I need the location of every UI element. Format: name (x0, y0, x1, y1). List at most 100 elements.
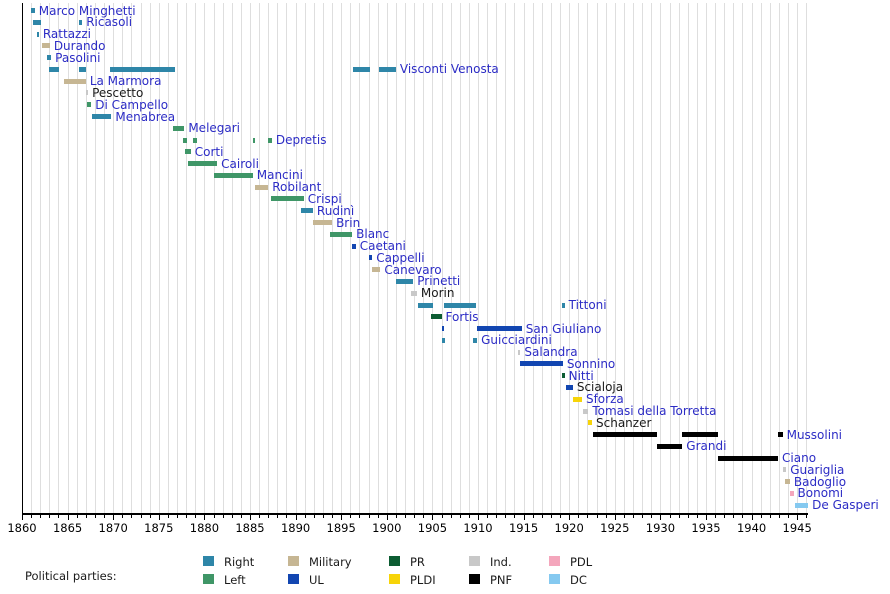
timeline-bar (36, 31, 39, 37)
axis-tick-1938 (733, 514, 735, 518)
minister-label[interactable]: Grandi (686, 439, 727, 454)
legend-label-pr: PR (410, 555, 425, 569)
minister-label[interactable]: Mussolini (786, 427, 843, 442)
axis-tick-1945 (797, 514, 799, 520)
minister-label[interactable]: Marco Minghetti (38, 3, 136, 18)
gridline-1876 (167, 3, 169, 513)
gridline-1873 (140, 3, 142, 513)
timeline-bar (187, 161, 218, 167)
minister-label[interactable]: Guariglia (790, 462, 845, 477)
minister-label[interactable]: De Gasperi (812, 498, 879, 513)
legend-label-ul: UL (309, 573, 324, 587)
timeline-bar (92, 114, 112, 120)
gridline-1908 (459, 3, 461, 513)
gridline-1942 (769, 3, 771, 513)
gridline-1925 (614, 3, 616, 513)
axis-tick-1864 (58, 514, 60, 518)
axis-tick-1916 (532, 514, 534, 518)
minister-label[interactable]: Durando (53, 38, 106, 53)
minister-label[interactable]: Crispi (307, 191, 342, 206)
gridline-1889 (286, 3, 288, 513)
timeline-bar (588, 420, 592, 426)
minister-label[interactable]: Nitti (568, 368, 594, 383)
legend-title: Political parties: (25, 569, 117, 583)
gridline-1933 (687, 3, 689, 513)
minister-label[interactable]: Tittoni (568, 298, 607, 312)
gridline-1906 (441, 3, 443, 513)
gridline-1905 (432, 3, 434, 513)
gridline-1900 (386, 3, 388, 513)
minister-label[interactable]: Guicciardini (481, 333, 552, 348)
gridline-1888 (277, 3, 279, 513)
minister-label[interactable]: Caetani (359, 239, 406, 254)
minister-label[interactable]: Blanc (356, 227, 390, 242)
minister-label[interactable]: Pasolini (55, 50, 101, 65)
legend-swatch-pr (389, 556, 400, 566)
gridline-1945 (797, 3, 799, 513)
minister-label[interactable]: Robilant (272, 180, 322, 195)
minister-label[interactable]: Ciano (782, 451, 817, 466)
gridline-1928 (642, 3, 644, 513)
gridline-1929 (651, 3, 653, 513)
axis-tick-1868 (94, 514, 96, 518)
minister-label[interactable]: Prinetti (417, 274, 461, 289)
minister-label[interactable]: Sonnino (566, 356, 616, 371)
minister-label[interactable]: Bonomi (797, 486, 844, 501)
gridline-1896 (350, 3, 352, 513)
axis-tick-1875 (158, 514, 160, 520)
axis-tick-label: 1890 (280, 521, 311, 535)
legend-label-dc: DC (570, 573, 587, 587)
timeline-bar (182, 137, 188, 143)
minister-label[interactable]: Melegari (188, 121, 241, 136)
timeline-bar (42, 43, 50, 49)
minister-label[interactable]: Corti (194, 144, 224, 159)
minister-label[interactable]: Canevaro (384, 262, 442, 277)
minister-label[interactable]: Rudinì (316, 203, 355, 218)
minister-label[interactable]: Fortis (445, 309, 479, 324)
gridline-1921 (578, 3, 580, 513)
minister-label[interactable]: La Marmora (89, 74, 162, 89)
gridline-1899 (377, 3, 379, 513)
axis-tick-label: 1930 (645, 521, 676, 535)
minister-label[interactable]: Cairoli (221, 156, 259, 171)
axis-tick-1886 (259, 514, 261, 518)
minister-label[interactable]: Di Campello (95, 97, 169, 112)
timeline-bar (782, 467, 787, 473)
gridline-1895 (341, 3, 343, 513)
gridline-1864 (58, 3, 60, 513)
minister-label[interactable]: Mancini (256, 168, 303, 183)
minister-label[interactable]: Salandra (524, 345, 578, 360)
axis-tick-1884 (240, 514, 242, 518)
axis-tick-1942 (769, 514, 771, 518)
minister-label[interactable]: Menabrea (115, 109, 176, 124)
axis-tick-1917 (541, 514, 543, 518)
minister-label[interactable]: Rattazzi (42, 27, 91, 42)
axis-tick-label: 1940 (736, 521, 767, 535)
axis-tick-1874 (149, 514, 151, 518)
gridline-1874 (149, 3, 151, 513)
minister-label[interactable]: Cappelli (376, 250, 425, 265)
timeline-bar (656, 443, 683, 449)
gridline-1901 (395, 3, 397, 513)
axis-tick-1863 (49, 514, 51, 518)
gridline-1944 (788, 3, 790, 513)
gridline-1892 (313, 3, 315, 513)
axis-tick-label: 1935 (691, 521, 721, 535)
axis-tick-1918 (550, 514, 552, 518)
minister-label[interactable]: Sforza (585, 392, 624, 407)
minister-label: Pescetto (92, 85, 144, 100)
axis-tick-1901 (395, 514, 397, 518)
legend-swatch-pdl (549, 556, 560, 566)
axis-tick-1910 (478, 514, 479, 520)
timeline-bar (444, 302, 477, 308)
minister-label[interactable]: Ricasoli (86, 15, 133, 30)
axis-tick-label: 1860 (7, 521, 37, 535)
minister-label[interactable]: Badoglio (793, 474, 847, 489)
minister-label[interactable]: Depretis (275, 133, 327, 148)
minister-label[interactable]: Tomasi della Torretta (592, 404, 717, 419)
minister-label[interactable]: Visconti Venosta (399, 62, 499, 77)
minister-label[interactable]: San Giuliano (525, 321, 602, 336)
timeline-bar (789, 490, 794, 496)
axis-tick-1899 (377, 514, 379, 518)
minister-label[interactable]: Brin (336, 215, 361, 230)
